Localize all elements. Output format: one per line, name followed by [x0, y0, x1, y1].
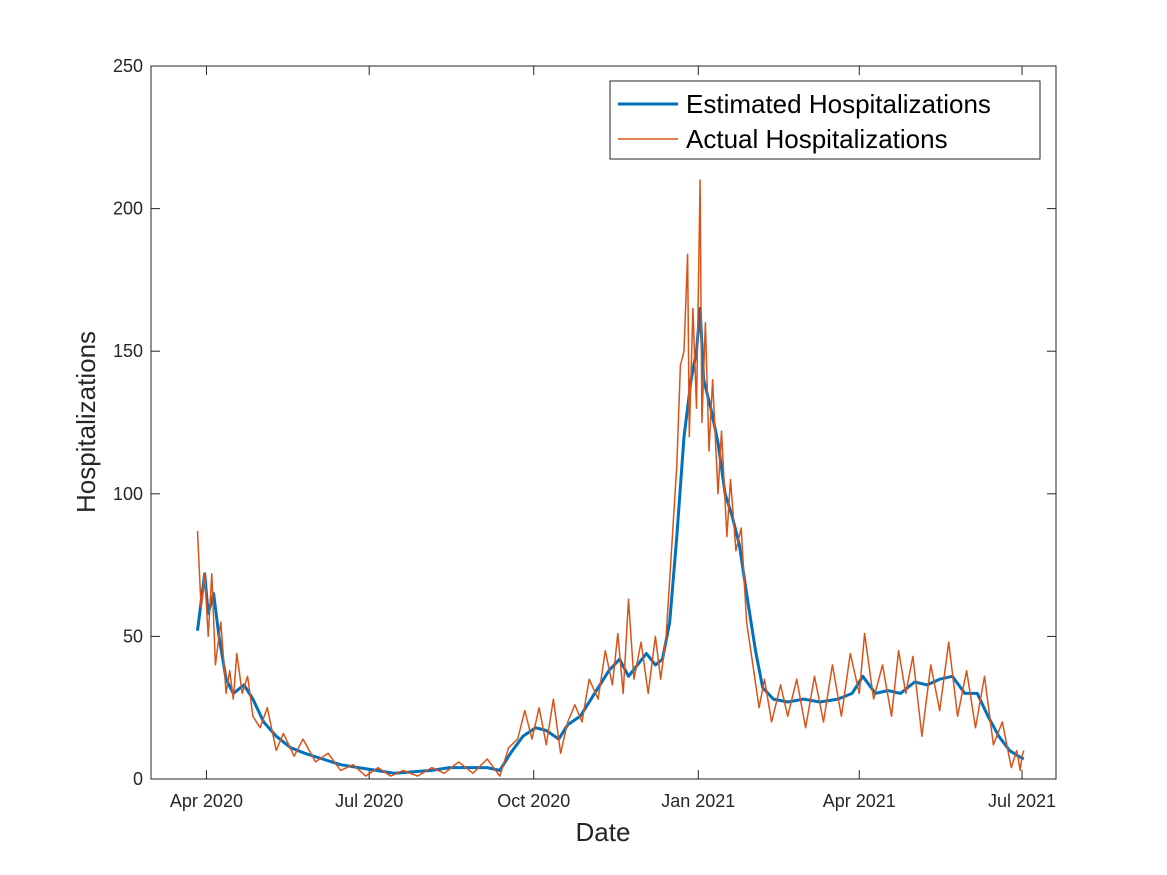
x-tick-label: Jul 2020 [335, 791, 403, 811]
x-axis-title: Date [576, 817, 631, 847]
plot-area [151, 66, 1056, 779]
series-line-actual [196, 179, 1025, 777]
y-axis-title: Hospitalizations [71, 331, 101, 513]
y-axis-ticks: 0 50 100 150 200 250 [113, 56, 1056, 789]
x-tick-label: Apr 2021 [823, 791, 896, 811]
x-tick-label: Jul 2021 [988, 791, 1056, 811]
legend-box [609, 80, 1041, 160]
y-tick-label: 150 [113, 341, 143, 361]
series-line-estimated [196, 306, 1025, 775]
plot-frame [150, 65, 1057, 780]
x-axis-ticks: Apr 2020 Jul 2020 Oct 2020 Jan 2021 Apr 2021… [170, 66, 1056, 811]
y-tick-label: 50 [123, 626, 143, 646]
y-tick-label: 100 [113, 484, 143, 504]
y-tick-label: 0 [133, 769, 143, 789]
legend-label-actual: Actual Hospitalizations [686, 124, 948, 154]
legend-label-estimated: Estimated Hospitalizations [686, 89, 991, 119]
y-tick-label: 250 [113, 56, 143, 76]
x-tick-label: Jan 2021 [661, 791, 735, 811]
x-tick-label: Oct 2020 [497, 791, 570, 811]
y-tick-label: 200 [113, 199, 143, 219]
legend: Estimated Hospitalizations Actual Hospit… [609, 80, 1041, 160]
x-tick-label: Apr 2020 [170, 791, 243, 811]
series-lines [196, 179, 1025, 777]
